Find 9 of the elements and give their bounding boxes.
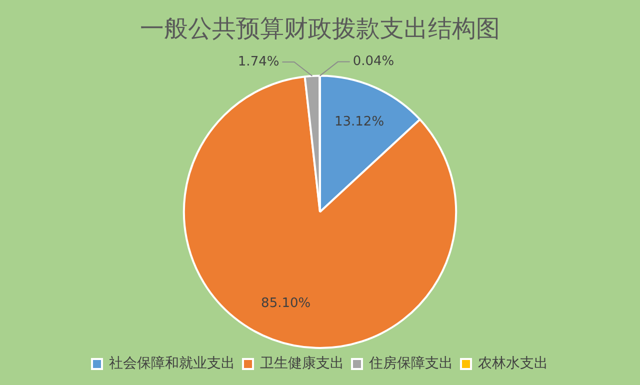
data-label: 13.12% <box>334 114 384 130</box>
legend-label: 住房保障支出 <box>368 356 453 372</box>
data-label: 0.04% <box>352 54 394 70</box>
data-label: 1.74% <box>238 54 280 70</box>
data-label: 85.10% <box>261 296 311 312</box>
legend-label: 卫生健康支出 <box>260 356 344 372</box>
legend-label: 农林水支出 <box>478 356 548 372</box>
legend-label: 社会保障和就业支出 <box>109 356 235 372</box>
chart-title: 一般公共预算财政拨款支出结构图 <box>140 14 500 43</box>
